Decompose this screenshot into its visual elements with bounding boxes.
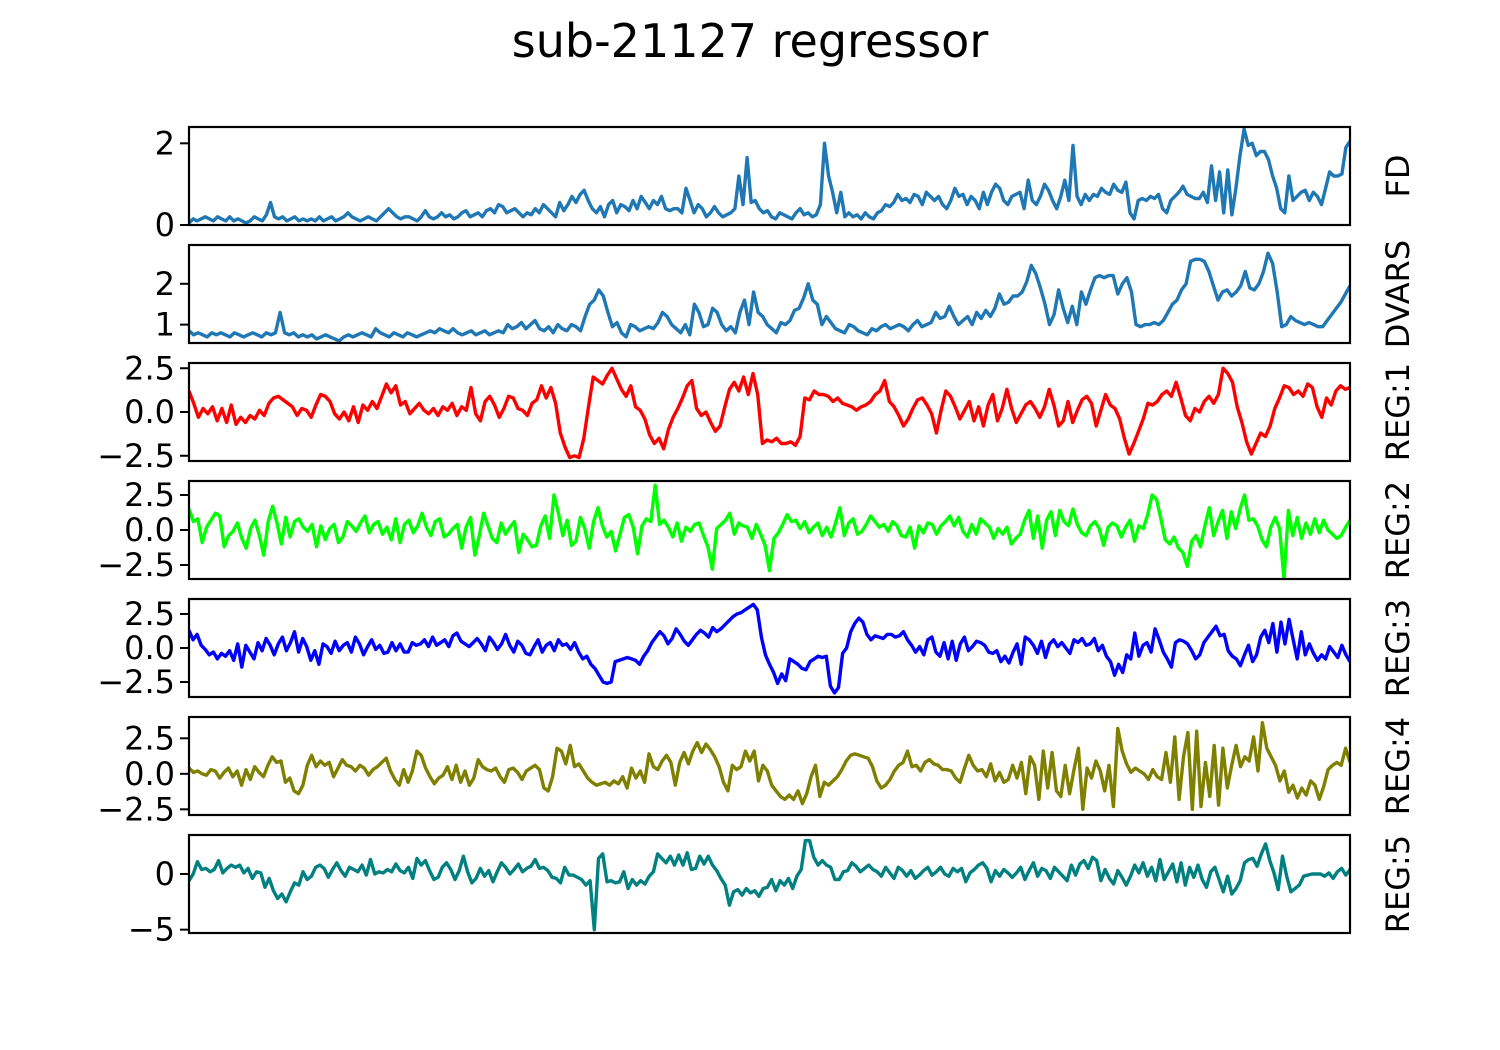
y-tick-label: 0: [155, 206, 175, 244]
panel-frame: [187, 833, 1352, 935]
panel-label-reg-3: REG:3: [1379, 599, 1417, 697]
panel-reg-4: −2.50.02.5 REG:4: [97, 715, 1417, 828]
panel-reg-5: −5 0 REG:5: [128, 833, 1417, 949]
series-line-dvars: [189, 251, 1350, 343]
y-tick-label: 0.0: [124, 393, 175, 431]
y-tick-label: 2: [155, 265, 175, 303]
series-line-reg-4: [189, 721, 1350, 811]
panel-reg-1: −2.5 0.0 2.5 REG:1: [97, 349, 1417, 475]
panel-frame: [187, 715, 1352, 817]
panel-reg-2: −2.50.02.5 REG:2: [97, 476, 1417, 584]
series-line-reg-5: [189, 838, 1350, 932]
series-line-reg-3: [189, 602, 1350, 695]
panel-label-reg-2: REG:2: [1379, 481, 1417, 579]
y-tick-label: 0.0: [124, 511, 175, 549]
series-line-reg-1: [189, 366, 1350, 460]
y-tick-label: 2.5: [124, 476, 175, 514]
y-tick-label: 2.5: [124, 595, 175, 633]
y-tick-label: −5: [128, 911, 175, 949]
series-line-fd: [189, 127, 1350, 225]
y-tick-label: −2.5: [97, 437, 175, 475]
y-tick-label: 0: [155, 855, 175, 893]
figure-title: sub-21127 regressor: [511, 14, 989, 68]
panel-fd: 0 2 FD: [155, 124, 1417, 244]
panel-frame: [187, 361, 1352, 463]
y-tick-label: 1: [155, 306, 175, 344]
y-tick-label: 2.5: [124, 349, 175, 387]
y-tick-label: −2.5: [97, 663, 175, 701]
panel-label-dvars: DVARS: [1379, 240, 1417, 348]
panel-frame: [187, 125, 1352, 227]
panel-label-reg-1: REG:1: [1379, 363, 1417, 461]
series-line-reg-2: [189, 483, 1350, 579]
y-tick-label: 2: [155, 124, 175, 162]
y-tick-label: 0.0: [124, 629, 175, 667]
panel-frame: [187, 243, 1352, 345]
y-tick-label: −2.5: [97, 790, 175, 828]
y-tick-label: 0.0: [124, 755, 175, 793]
panel-label-fd: FD: [1379, 154, 1417, 197]
panel-dvars: 12 DVARS: [155, 240, 1417, 348]
panel-reg-3: −2.50.02.5 REG:3: [97, 595, 1417, 701]
panel-label-reg-4: REG:4: [1379, 717, 1417, 815]
y-tick-label: −2.5: [97, 546, 175, 584]
y-tick-label: 2.5: [124, 719, 175, 757]
panel-label-reg-5: REG:5: [1379, 835, 1417, 933]
